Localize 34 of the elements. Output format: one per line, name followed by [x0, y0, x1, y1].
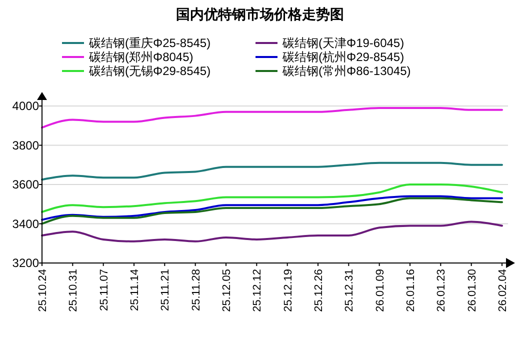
x-tick-label: 25.12.19: [282, 269, 294, 312]
x-tick-label: 25.10.24: [37, 269, 49, 312]
x-tick-label: 25.10.31: [68, 269, 80, 312]
legend-label: 碳结钢(天津Φ19-6045): [282, 36, 404, 50]
legend-label: 碳结钢(重庆Φ25-8545): [88, 36, 211, 50]
legend-label: 碳结钢(郑州Φ8045): [88, 50, 194, 64]
x-tick-label: 25.11.14: [129, 269, 141, 312]
line-series: [41, 106, 503, 129]
x-tick-label: 26.01.16: [405, 269, 417, 312]
line-series: [41, 162, 503, 181]
y-tick-label: 4000: [12, 99, 40, 114]
chart-title: 国内优特钢市场价格走势图: [176, 6, 344, 22]
y-tick-label: 3400: [12, 216, 40, 231]
y-tick-label: 3800: [12, 138, 40, 152]
line-series: [41, 184, 503, 213]
legend-label: 碳结钢(无锡Φ29-8545): [88, 64, 211, 78]
x-tick-label: 25.12.31: [344, 269, 356, 312]
x-tick-label: 26.01.09: [374, 269, 386, 312]
y-tick-label: 3600: [12, 178, 40, 192]
x-tick-label: 26.01.23: [436, 269, 448, 312]
x-tick-label: 25.11.28: [190, 269, 202, 312]
x-tick-label: 26.02.04: [497, 269, 509, 312]
line-series: [41, 195, 503, 221]
x-tick-label: 25.11.07: [98, 269, 110, 312]
x-tick-label: 26.01.30: [466, 269, 478, 312]
x-tick-label: 25.12.12: [252, 269, 264, 312]
x-tick-label: 25.11.21: [160, 269, 172, 312]
legend-label: 碳结钢(常州Φ86-13045): [282, 64, 411, 78]
legend-label: 碳结钢(杭州Φ29-8545): [282, 50, 404, 64]
line-series: [41, 197, 503, 225]
x-tick-label: 25.12.26: [313, 269, 325, 312]
y-tick-label: 3200: [12, 256, 40, 270]
x-tick-label: 25.12.05: [221, 269, 233, 312]
line-series: [41, 220, 503, 242]
